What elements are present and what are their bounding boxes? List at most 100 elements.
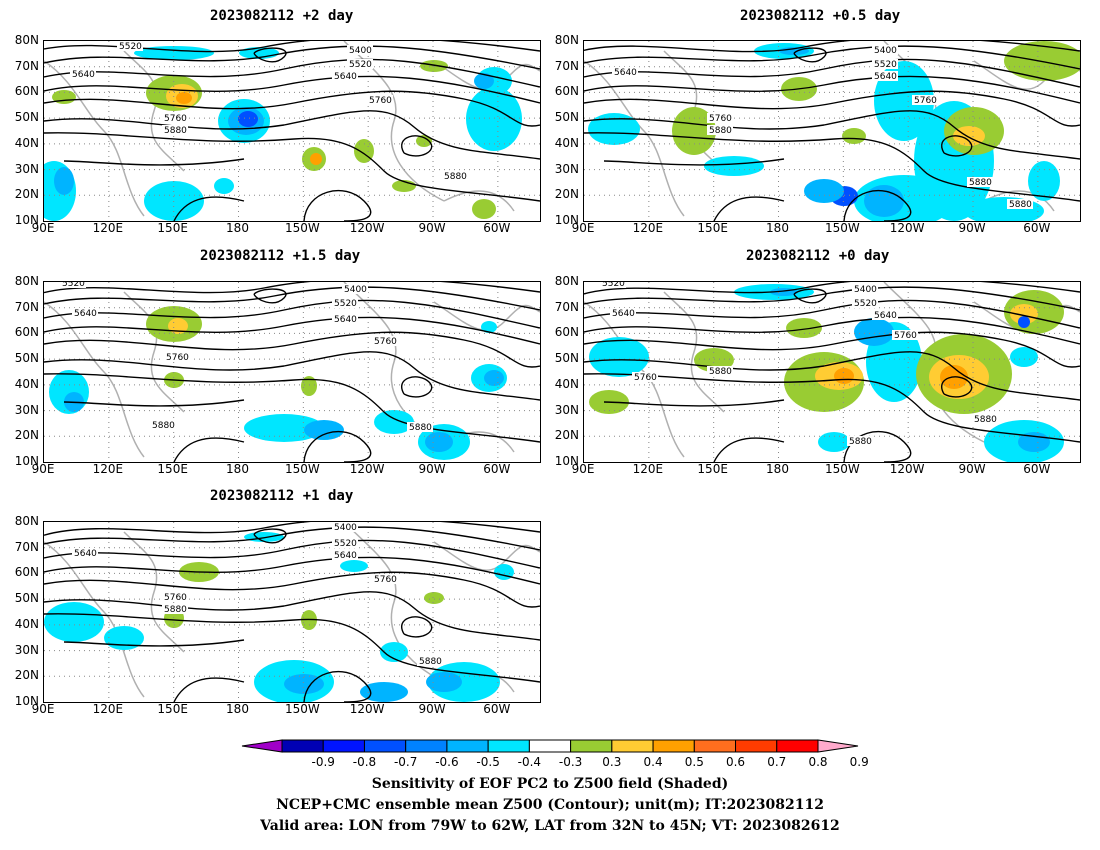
z500-contour <box>584 58 1080 88</box>
z500-contour <box>44 556 540 585</box>
colorbar-tick-label: -0.9 <box>311 755 335 769</box>
sensitivity-shading <box>1010 304 1038 324</box>
lon-tick-label: 150E <box>157 462 188 476</box>
contour-label: 5760 <box>914 96 937 106</box>
colorbar-swatch <box>652 739 695 753</box>
lat-tick-label: 50N <box>554 110 579 125</box>
lon-tick-label: 180 <box>766 221 789 235</box>
lat-tick-label: 70N <box>554 58 579 73</box>
lon-tick-label: 150W <box>284 221 320 235</box>
colorbar-swatch <box>570 739 613 753</box>
z500-contour <box>584 90 1080 127</box>
z500-contour <box>303 431 372 462</box>
z500-contour <box>253 528 287 544</box>
lat-tick-label: 40N <box>14 616 39 631</box>
lat-tick-label: 10N <box>554 454 579 468</box>
z500-contour <box>584 351 1080 401</box>
lon-tick-label: 120E <box>92 702 124 716</box>
lon-tick-label: 90W <box>958 221 986 235</box>
contour-label: 5880 <box>164 605 187 615</box>
lat-tick-label: 40N <box>554 135 579 150</box>
z500-contour <box>44 282 540 294</box>
coastline <box>123 50 185 172</box>
contour-label: 5520 <box>62 282 85 289</box>
caption-line-3: Valid area: LON from 79W to 62W, LAT fro… <box>260 818 840 834</box>
sensitivity-shading <box>672 107 716 155</box>
lat-tick-label: 70N <box>14 539 39 554</box>
lat-tick-label: 30N <box>554 161 579 176</box>
lat-tick-label: 40N <box>554 376 579 391</box>
contour-label: 5880 <box>409 423 432 433</box>
colorbar-swatch <box>611 739 654 753</box>
contour-label: 5520 <box>334 299 357 309</box>
contour-label: 5520 <box>874 60 897 70</box>
z500-contour <box>793 47 827 63</box>
lat-tick-label: 20N <box>14 668 39 683</box>
z500-contour <box>44 373 540 443</box>
caption-line-2: NCEP+CMC ensemble mean Z500 (Contour); u… <box>276 797 824 813</box>
lat-tick-label: 10N <box>14 694 39 708</box>
z500-contour <box>584 331 1080 368</box>
contour-label: 5520 <box>854 299 877 309</box>
lat-tick-label: 40N <box>14 135 39 150</box>
contour-label: 5880 <box>444 172 467 182</box>
z500-contour <box>173 437 245 462</box>
contour-label: 5400 <box>349 46 372 56</box>
sensitivity-shading <box>426 672 462 692</box>
coastline <box>443 190 515 212</box>
z500-contour <box>44 571 540 608</box>
sensitivity-shading <box>238 111 258 127</box>
sensitivity-shading <box>424 592 444 604</box>
contour-label: 5520 <box>349 60 372 70</box>
sensitivity-shading <box>818 432 850 452</box>
sensitivity-shading <box>484 370 504 386</box>
coastline <box>663 291 725 413</box>
lon-tick-label: 120W <box>349 221 385 235</box>
lon-tick-label: 150W <box>284 702 320 716</box>
z500-contour <box>713 437 785 462</box>
coastline <box>44 301 145 458</box>
z500-contour <box>44 613 540 683</box>
lat-tick-label: 50N <box>14 110 39 125</box>
contour-label: 5880 <box>1009 200 1032 210</box>
coastline <box>123 291 185 413</box>
z500-contour <box>941 376 973 398</box>
sensitivity-shading <box>304 420 344 440</box>
lat-tick-label: 70N <box>14 58 39 73</box>
lat-tick-label: 60N <box>14 84 39 99</box>
lat-tick-label: 60N <box>14 565 39 580</box>
z500-contour <box>44 110 540 160</box>
contour-label: 5400 <box>344 285 367 295</box>
sensitivity-shading <box>1028 161 1060 201</box>
z500-contour <box>44 351 540 401</box>
z500-contour <box>44 539 540 569</box>
z500-contour <box>44 591 540 641</box>
colorbar <box>241 739 859 753</box>
colorbar-swatch <box>487 739 530 753</box>
z500-contour <box>44 331 540 368</box>
lon-tick-label: 60W <box>483 702 511 716</box>
colorbar-tick-label: 0.4 <box>643 755 663 769</box>
z500-contour <box>401 376 433 398</box>
contour-label: 5760 <box>894 331 917 341</box>
sensitivity-shading <box>340 560 368 572</box>
colorbar-tick-label: -0.4 <box>517 755 542 769</box>
z500-contour <box>44 526 540 551</box>
lon-tick-label: 180 <box>226 702 249 716</box>
contour-label: 5880 <box>709 126 732 136</box>
sensitivity-shading <box>420 60 448 72</box>
z500-contour <box>584 282 1080 295</box>
z500-contour <box>584 286 1080 311</box>
contour-label: 5880 <box>419 657 442 667</box>
contour-label: 5400 <box>874 46 897 56</box>
colorbar-tick-label: -0.7 <box>393 755 418 769</box>
lon-tick-label: 150E <box>157 702 188 716</box>
lon-tick-label: 90W <box>418 221 446 235</box>
lon-tick-label: 90E <box>571 462 595 476</box>
z500-contour <box>303 671 372 702</box>
lat-tick-label: 80N <box>554 33 579 47</box>
lon-tick-label: 90E <box>571 221 595 235</box>
lon-tick-label: 150E <box>157 221 188 235</box>
sensitivity-shading <box>588 113 640 145</box>
lon-tick-label: 120W <box>889 221 925 235</box>
